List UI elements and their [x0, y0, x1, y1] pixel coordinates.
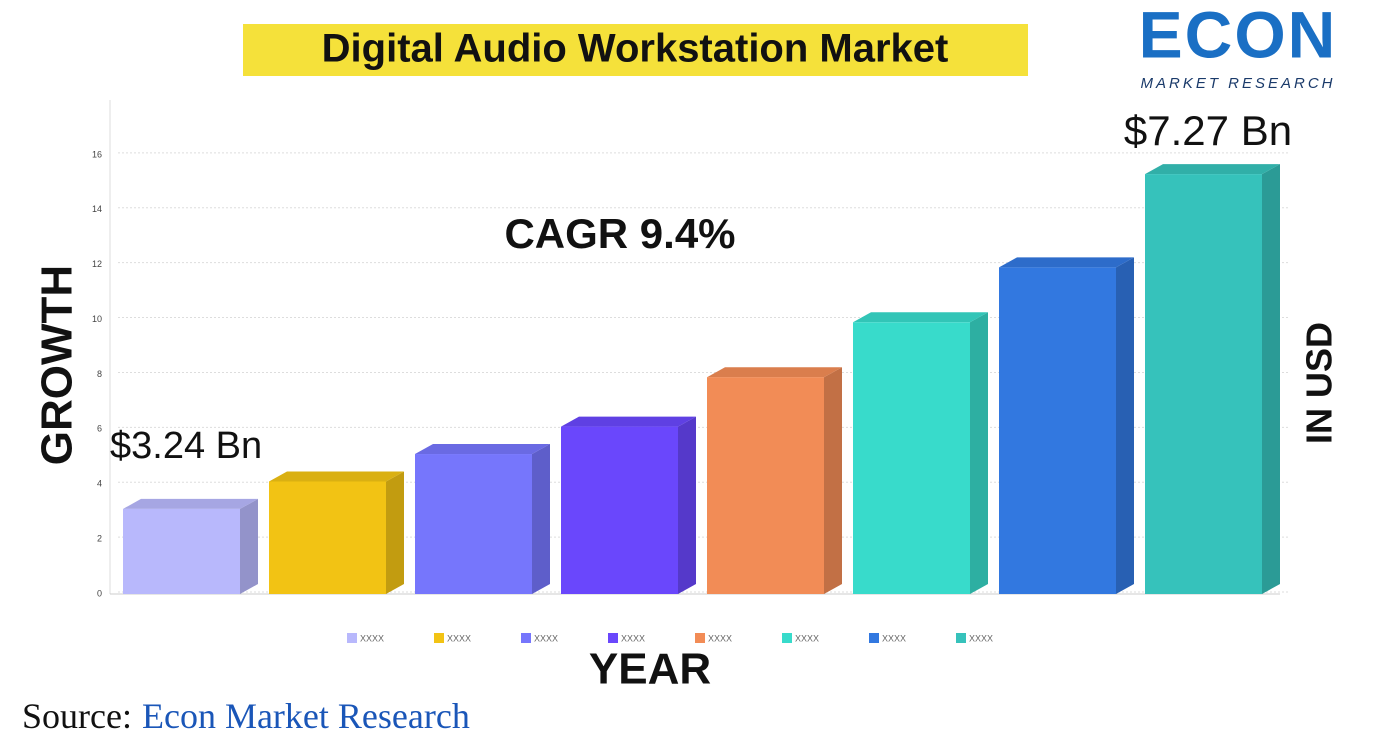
chart-title: Digital Audio Workstation Market — [322, 27, 949, 71]
legend-swatch — [956, 633, 966, 643]
bar-top — [853, 312, 988, 323]
bar-side — [532, 444, 550, 594]
bar-side — [970, 312, 988, 594]
bar-top — [561, 416, 696, 427]
bar — [561, 426, 678, 594]
bar — [123, 508, 240, 594]
y-tick-label: 10 — [92, 314, 102, 324]
source-name: Econ Market Research — [142, 696, 470, 736]
y-tick-label: 8 — [97, 369, 102, 379]
legend-swatch — [608, 633, 618, 643]
y-tick-label: 16 — [92, 149, 102, 159]
source-prefix: Source: Econ Market Research — [22, 696, 470, 736]
bar — [1145, 174, 1262, 594]
bar-top — [269, 471, 404, 482]
legend-label: XXXX — [708, 633, 732, 643]
bar-top — [1145, 164, 1280, 175]
y-tick-label: 12 — [92, 259, 102, 269]
y-tick-label: 0 — [97, 588, 102, 598]
bar-top — [707, 367, 842, 378]
bar-top — [415, 444, 550, 455]
bar-side — [240, 498, 258, 594]
bar-side — [1262, 164, 1280, 594]
bar — [415, 454, 532, 594]
legend-label: XXXX — [795, 633, 819, 643]
legend-swatch — [695, 633, 705, 643]
legend-label: XXXX — [360, 633, 384, 643]
legend-label: XXXX — [882, 633, 906, 643]
logo-name: ECON — [1139, 0, 1338, 71]
y-tick-label: 14 — [92, 204, 102, 214]
bar-side — [1116, 257, 1134, 594]
bar-side — [824, 367, 842, 594]
legend-label: XXXX — [621, 633, 645, 643]
bar-side — [678, 416, 696, 594]
end-annotation: $7.27 Bn — [1124, 107, 1292, 154]
legend-swatch — [347, 633, 357, 643]
y-tick-label: 4 — [97, 479, 102, 489]
y2-axis-label: IN USD — [1299, 322, 1340, 444]
logo-tagline: MARKET RESEARCH — [1140, 75, 1335, 92]
y-tick-label: 6 — [97, 424, 102, 434]
legend-swatch — [521, 633, 531, 643]
legend-label: XXXX — [447, 633, 471, 643]
legend-label: XXXX — [969, 633, 993, 643]
bar — [853, 322, 970, 594]
legend-swatch — [782, 633, 792, 643]
y-tick-label: 2 — [97, 533, 102, 543]
cagr-annotation: CAGR 9.4% — [504, 210, 735, 257]
legend-swatch — [869, 633, 879, 643]
bar — [999, 267, 1116, 594]
source-prefix-text: Source: — [22, 696, 132, 736]
bar-top — [123, 498, 258, 509]
legend-label: XXXX — [534, 633, 558, 643]
y-axis-label: GROWTH — [33, 265, 82, 465]
bar-top — [999, 257, 1134, 268]
bar — [269, 481, 386, 594]
legend-swatch — [434, 633, 444, 643]
title-highlight — [243, 24, 1028, 76]
bar — [707, 377, 824, 594]
start-annotation: $3.24 Bn — [110, 425, 262, 467]
x-axis-label: YEAR — [589, 645, 711, 694]
bar-side — [386, 471, 404, 594]
